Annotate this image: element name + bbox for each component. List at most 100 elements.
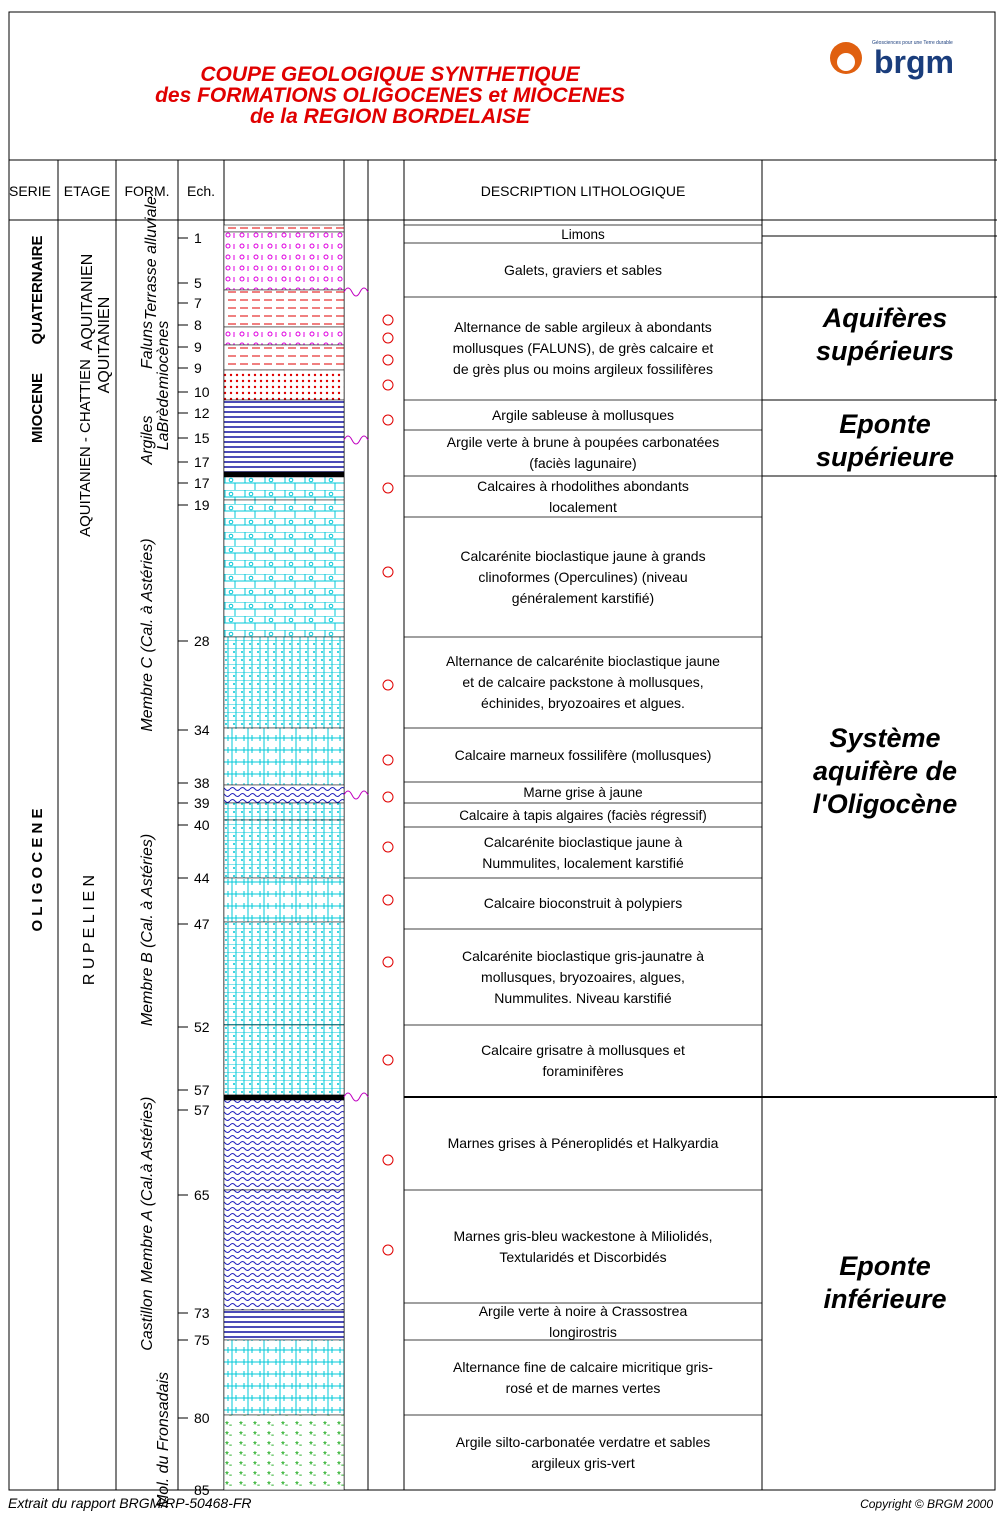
ech-label: 10 (194, 384, 210, 400)
copyright: Copyright © BRGM 2000 (860, 1497, 993, 1511)
ech-label: 73 (194, 1305, 210, 1321)
lithology (224, 1340, 344, 1415)
logo-mark (837, 53, 855, 71)
lithology (224, 878, 344, 922)
fossil-icon (383, 315, 393, 325)
logo: brgm (874, 44, 954, 81)
description: Galets, graviers et sables (404, 243, 762, 297)
fossil-icon (383, 483, 393, 493)
lithology (224, 803, 344, 820)
description: Calcaire marneux fossilifère (mollusques… (404, 728, 762, 782)
ech-label: 44 (194, 870, 210, 886)
description: Marnes grises à Péneroplidés et Halkyard… (404, 1097, 762, 1190)
fossil-icon (383, 1245, 393, 1255)
title-line: COUPE GEOLOGIQUE SYNTHETIQUE (60, 64, 720, 85)
description: Marne grise à jaune (404, 782, 762, 803)
fossil-icon (383, 415, 393, 425)
description: Calcaires à rhodolithes abondants locale… (404, 476, 762, 517)
description: Marnes gris-bleu wackestone à Miliolidés… (404, 1190, 762, 1303)
etage-label: R U P E L I E N (81, 875, 98, 985)
series-label: QUATERNAIRE (29, 236, 46, 345)
description: Calcarénite bioclastique jaune à Nummuli… (404, 827, 762, 878)
description: Calcarénite bioclastique jaune à grands … (404, 517, 762, 637)
ech-label: 57 (194, 1082, 210, 1098)
ech-label: 15 (194, 430, 210, 446)
formation-label: Terrasse alluviale (143, 196, 160, 320)
ech-label: 5 (194, 275, 202, 291)
unconformity (344, 791, 368, 799)
aquifer-label: Aquifères supérieurs (790, 302, 980, 368)
page: *- SERIEETAGEFORM.Ech.DESCRIPTION LITHOL… (0, 0, 997, 1515)
formation-label: Castillon (139, 1289, 156, 1350)
lithology (224, 637, 344, 728)
lithology (224, 400, 344, 472)
unconformity (344, 1093, 368, 1101)
ech-label: 38 (194, 775, 210, 791)
formation-label: Argiles (139, 416, 156, 466)
ech-label: 80 (194, 1410, 210, 1426)
lithology (224, 1025, 344, 1095)
title-line: de la REGION BORDELAISE (60, 106, 720, 127)
ech-label: 34 (194, 722, 210, 738)
unconformity (344, 436, 368, 444)
fossil-icon (383, 380, 393, 390)
ech-label: 9 (194, 339, 202, 355)
description: Alternance de sable argileux à abondants… (404, 297, 762, 400)
description: Calcaire bioconstruit à polypiers (404, 878, 762, 929)
formation-label: Mol. du Fronsadais (155, 1372, 172, 1508)
lithology (224, 1095, 344, 1100)
lithology (224, 477, 344, 500)
formation-label: miocènes (155, 321, 172, 389)
column-header: SERIE (9, 183, 51, 199)
etage-label: AQUITANIEN (79, 254, 96, 351)
ech-label: 19 (194, 497, 210, 513)
logo-tagline: Géosciences pour une Terre durable (872, 40, 953, 46)
description: Calcaire grisatre à mollusques et forami… (404, 1025, 762, 1097)
series-label: MIOCENE (29, 373, 46, 443)
description: Argile sableuse à mollusques (404, 400, 762, 430)
ech-label: 17 (194, 454, 210, 470)
description: Calcaire à tapis algaires (faciès régres… (404, 803, 762, 827)
formation-label: LaBrède (155, 390, 172, 451)
fossil-icon (383, 792, 393, 802)
aquifer-label: Eponte supérieure (790, 408, 980, 474)
fossil-icon (383, 957, 393, 967)
ech-label: 1 (194, 230, 202, 246)
description: Argile silto-carbonatée verdatre et sabl… (404, 1415, 762, 1490)
lithology (224, 1415, 344, 1490)
fossil-icon (383, 333, 393, 343)
aquifer-label: Eponte inférieure (790, 1250, 980, 1316)
fossil-icon (383, 842, 393, 852)
lithology (224, 232, 344, 290)
lithology (224, 728, 344, 785)
fossil-icon (383, 895, 393, 905)
ech-label: 57 (194, 1102, 210, 1118)
column-header: DESCRIPTION LITHOLOGIQUE (481, 183, 686, 199)
description: Calcarénite bioclastique gris-jaunatre à… (404, 929, 762, 1025)
ech-label: 7 (194, 295, 202, 311)
lithology (224, 500, 344, 637)
ech-label: 28 (194, 633, 210, 649)
lithology (224, 785, 344, 803)
aquifer-label: Système aquifère de l'Oligocène (790, 722, 980, 821)
lithology (224, 370, 344, 400)
lithology (224, 345, 344, 370)
column-header: Ech. (187, 183, 215, 199)
description: Alternance de calcarénite bioclastique j… (404, 637, 762, 728)
source: Extrait du rapport BRGM/RP-50468-FR (8, 1495, 252, 1511)
lithology (224, 327, 344, 345)
description: Argile verte à noire à Crassostrea longi… (404, 1303, 762, 1340)
ech-label: 75 (194, 1332, 210, 1348)
formation-label: Membre B (Cal. à Astéries) (139, 834, 156, 1026)
description: Limons (404, 225, 762, 243)
lithology (224, 290, 344, 327)
lithology (224, 1310, 344, 1340)
ech-label: 9 (194, 360, 202, 376)
ech-label: 52 (194, 1019, 210, 1035)
ech-label: 40 (194, 817, 210, 833)
title-line: des FORMATIONS OLIGOCENES et MIOCENES (60, 85, 720, 106)
etage-label: AQUITANIEN (96, 297, 113, 394)
lithology (224, 1190, 344, 1310)
description: Argile verte à brune à poupées carbonaté… (404, 430, 762, 476)
lithology (224, 1100, 344, 1190)
